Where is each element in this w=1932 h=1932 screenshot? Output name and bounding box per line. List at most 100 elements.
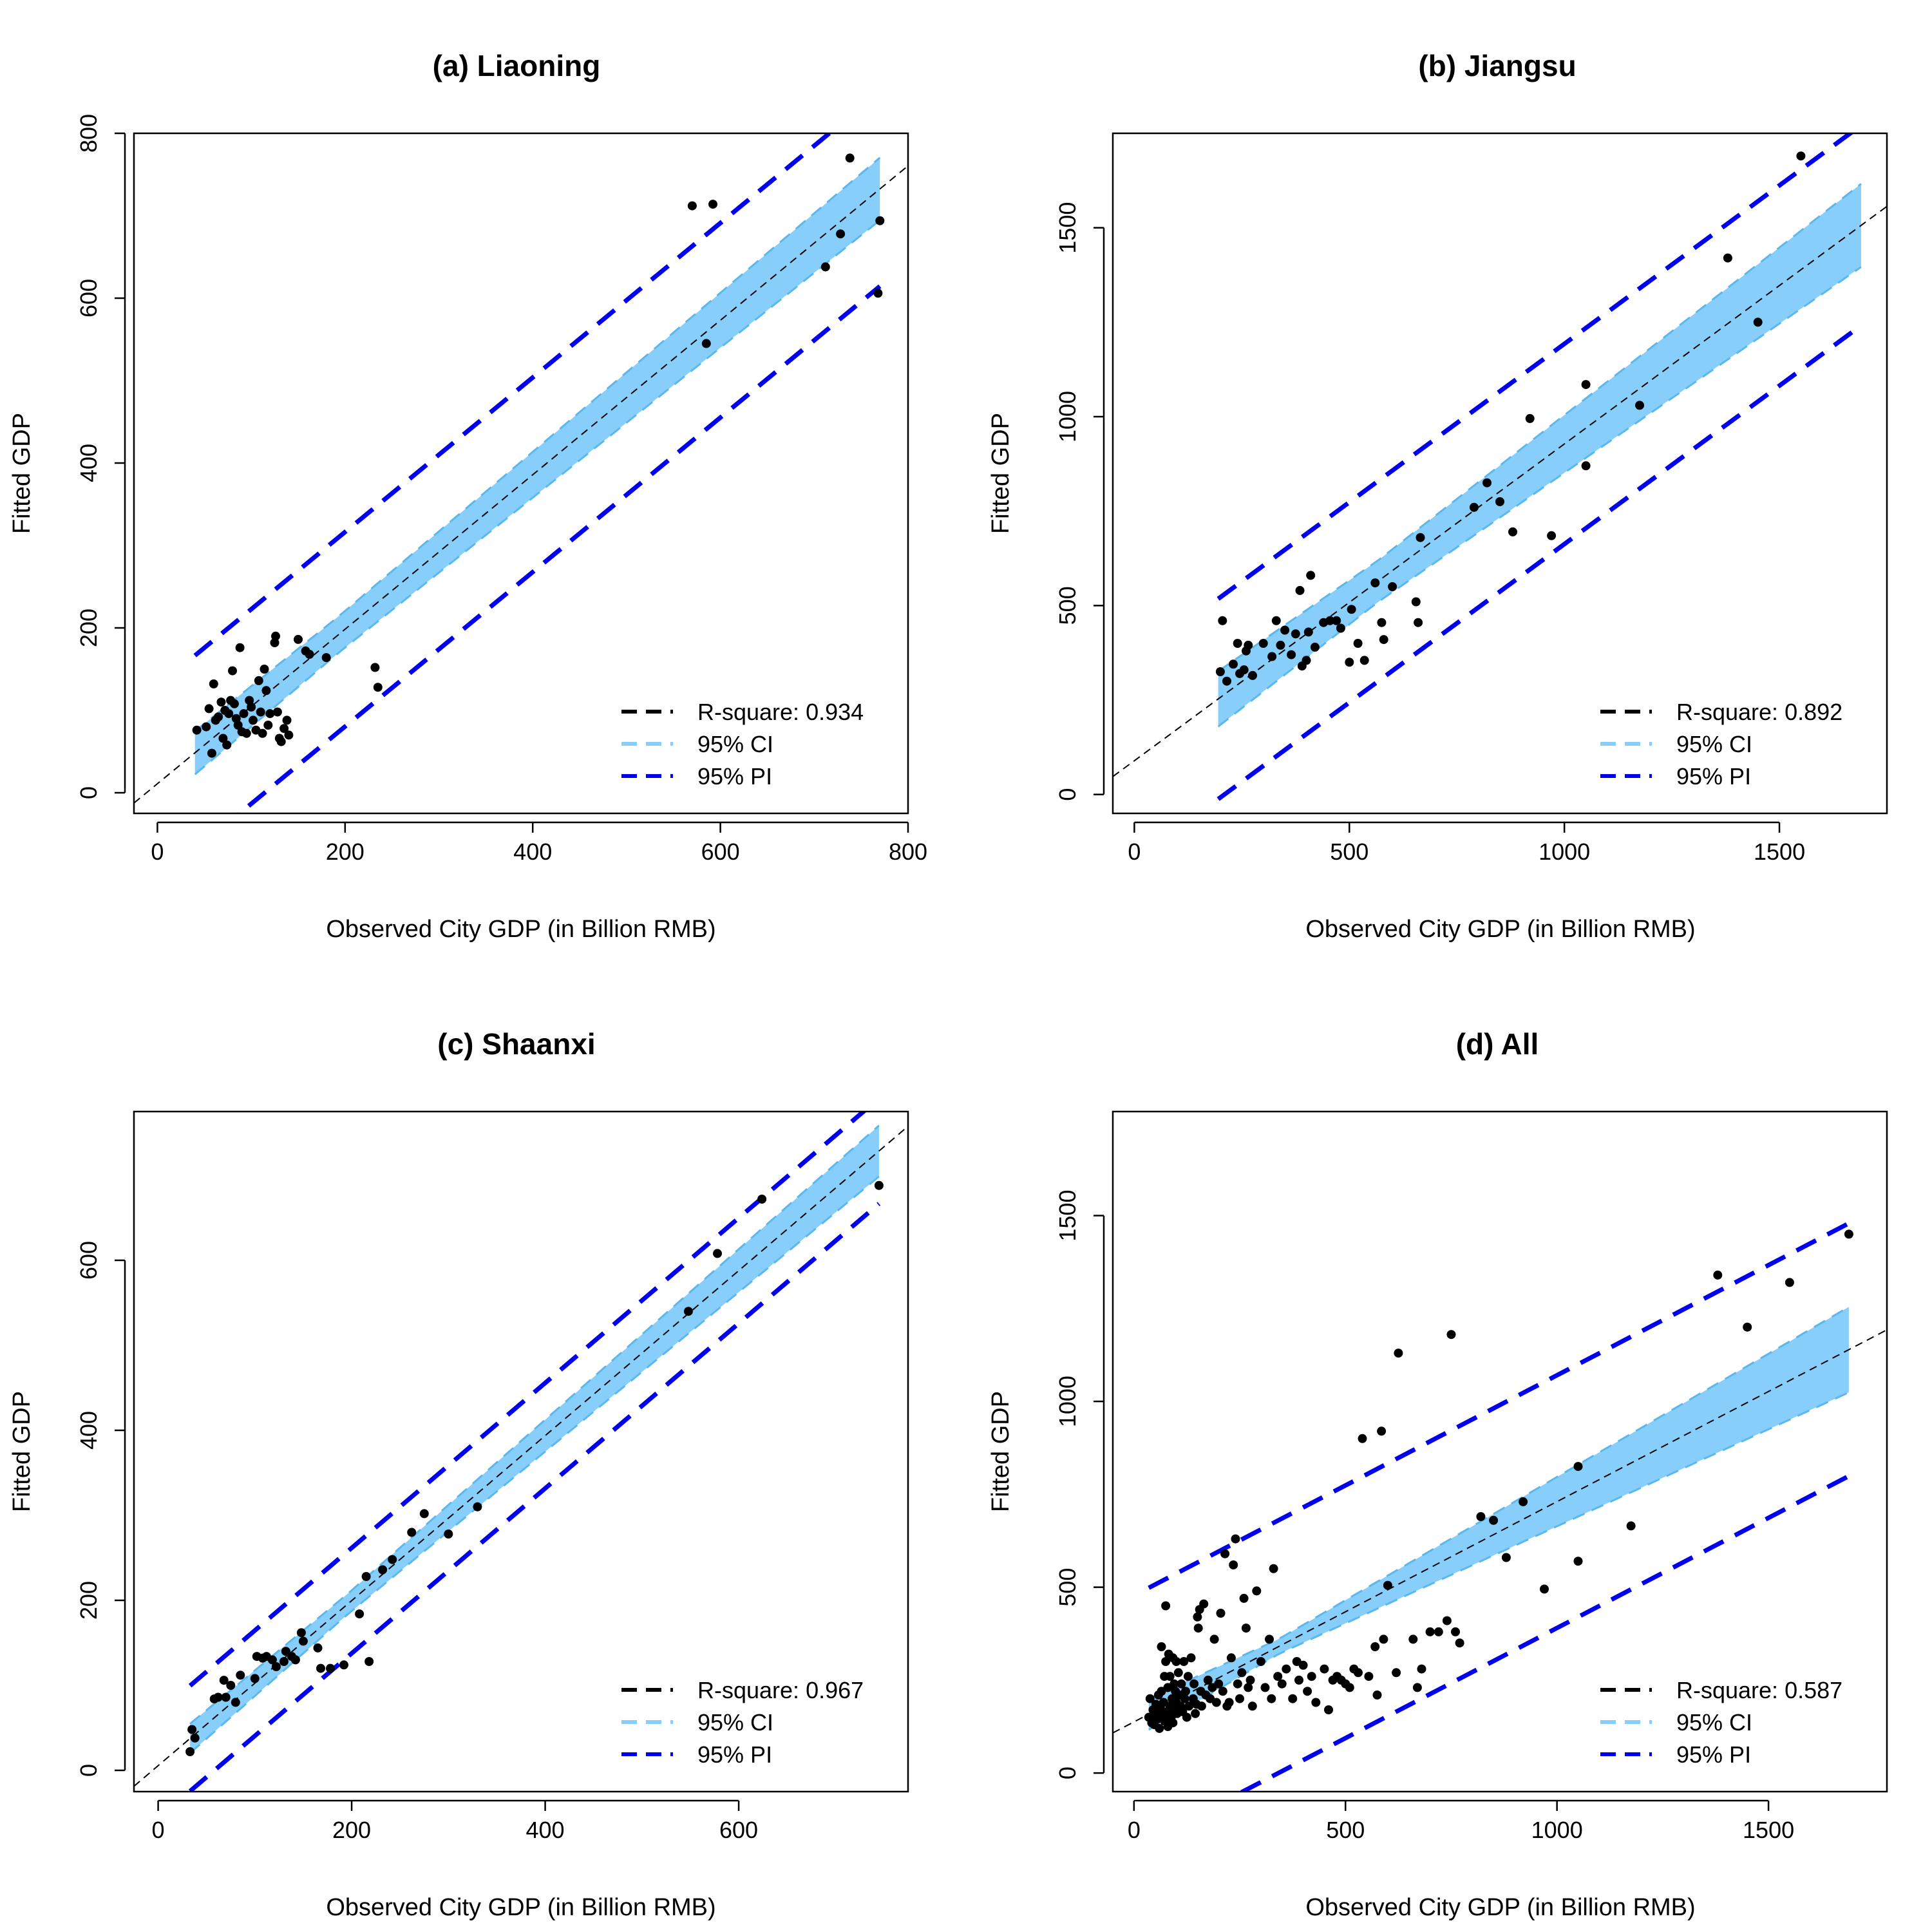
data-point bbox=[1324, 1705, 1333, 1714]
data-point bbox=[214, 712, 223, 722]
data-point bbox=[1161, 1601, 1171, 1611]
data-point bbox=[1170, 1679, 1179, 1689]
legend-pi-label: 95% PI bbox=[1676, 763, 1751, 790]
data-point bbox=[213, 1692, 223, 1702]
data-point bbox=[1489, 1515, 1499, 1525]
data-point bbox=[1218, 616, 1227, 625]
ci-lower-line bbox=[194, 219, 881, 775]
data-point bbox=[233, 721, 243, 730]
data-point bbox=[1785, 1278, 1794, 1287]
data-point bbox=[1237, 1668, 1247, 1678]
data-point bbox=[1626, 1521, 1636, 1531]
data-point bbox=[242, 728, 251, 738]
plot-frame bbox=[1112, 132, 1888, 815]
data-point bbox=[290, 1655, 300, 1665]
data-point bbox=[1181, 1687, 1190, 1696]
data-point bbox=[1171, 1657, 1181, 1666]
data-point bbox=[373, 683, 383, 692]
data-point bbox=[365, 1657, 374, 1666]
x-axis-label: Observed City GDP (in Billion RMB) bbox=[326, 1894, 715, 1921]
legend: R-square: 0.934 95% CI 95% PI bbox=[621, 699, 864, 790]
data-point bbox=[1193, 1624, 1203, 1633]
y-tick-label: 0 bbox=[75, 1764, 102, 1777]
data-point bbox=[235, 643, 245, 652]
data-point bbox=[1372, 1690, 1382, 1700]
data-point bbox=[1379, 635, 1388, 645]
data-point bbox=[875, 216, 885, 225]
y-tick-label: 0 bbox=[1054, 1766, 1081, 1779]
data-point bbox=[1713, 1270, 1723, 1280]
data-point bbox=[1446, 1330, 1456, 1340]
data-point bbox=[1345, 658, 1354, 667]
data-point bbox=[226, 1681, 236, 1690]
data-point bbox=[1298, 1660, 1308, 1670]
data-point bbox=[263, 721, 273, 730]
pi-lower-line bbox=[236, 284, 882, 813]
data-point bbox=[1525, 413, 1535, 423]
legend: R-square: 0.892 95% CI 95% PI bbox=[1600, 699, 1842, 790]
pi-upper-line bbox=[193, 133, 833, 658]
x-tick-label: 500 bbox=[1330, 838, 1368, 865]
data-point bbox=[1412, 1683, 1422, 1692]
data-point bbox=[1271, 616, 1281, 625]
data-point bbox=[1573, 1462, 1583, 1472]
panel-title: (a) Liaoning bbox=[433, 49, 601, 82]
data-point bbox=[224, 709, 234, 719]
data-point bbox=[316, 1663, 325, 1673]
data-point bbox=[683, 1307, 693, 1316]
legend-ci-label: 95% CI bbox=[1676, 1709, 1752, 1736]
data-point bbox=[388, 1555, 397, 1564]
x-tick-label: 1000 bbox=[1539, 838, 1590, 865]
y-axis-label: Fitted GDP bbox=[8, 413, 35, 534]
x-tick-label: 1500 bbox=[1743, 1817, 1794, 1843]
legend: R-square: 0.587 95% CI 95% PI bbox=[1600, 1677, 1842, 1768]
fit-line bbox=[1113, 205, 1887, 777]
legend-r-square: R-square: 0.934 bbox=[697, 699, 864, 725]
data-point bbox=[1260, 1683, 1270, 1692]
legend-r-square: R-square: 0.967 bbox=[697, 1677, 864, 1703]
ci-lower-line bbox=[1217, 266, 1862, 728]
data-point bbox=[1248, 670, 1257, 680]
data-point bbox=[1469, 502, 1479, 512]
data-point bbox=[1370, 578, 1380, 588]
legend-ci-label: 95% CI bbox=[1676, 731, 1752, 757]
data-point bbox=[1276, 640, 1285, 650]
data-point bbox=[271, 631, 280, 641]
x-tick-label: 0 bbox=[1128, 838, 1141, 865]
y-tick-label: 0 bbox=[75, 786, 102, 799]
legend-r-square: R-square: 0.892 bbox=[1676, 699, 1842, 725]
y-tick-label: 500 bbox=[1054, 586, 1081, 625]
y-tick-label: 200 bbox=[75, 609, 102, 647]
data-point bbox=[1581, 380, 1591, 390]
y-axis-label: Fitted GDP bbox=[987, 1391, 1014, 1512]
panel-title: (b) Jiangsu bbox=[1418, 49, 1576, 82]
pi-upper-line bbox=[1148, 1221, 1850, 1590]
data-point bbox=[1239, 665, 1249, 675]
legend-r-square: R-square: 0.587 bbox=[1676, 1677, 1842, 1703]
data-point bbox=[219, 1676, 229, 1685]
data-point bbox=[713, 1249, 722, 1258]
data-point bbox=[1277, 1679, 1287, 1689]
data-point bbox=[1302, 656, 1311, 665]
y-axis-label: Fitted GDP bbox=[8, 1391, 35, 1512]
data-point bbox=[265, 709, 275, 719]
x-tick-label: 1000 bbox=[1531, 1817, 1583, 1843]
ci-upper-line bbox=[194, 156, 881, 732]
data-point bbox=[231, 1698, 240, 1707]
ci-band bbox=[194, 157, 880, 775]
data-point bbox=[202, 722, 211, 732]
pi-lower-line bbox=[1238, 1473, 1850, 1792]
data-point bbox=[192, 725, 202, 735]
data-point bbox=[1229, 1560, 1238, 1569]
data-point bbox=[1417, 1664, 1426, 1674]
legend-ci-label: 95% CI bbox=[697, 1709, 773, 1736]
data-point bbox=[281, 1647, 290, 1656]
data-point bbox=[276, 737, 286, 746]
data-point bbox=[218, 734, 228, 743]
data-point bbox=[378, 1565, 388, 1575]
data-point bbox=[1353, 639, 1363, 648]
data-point bbox=[1267, 652, 1277, 661]
x-tick-label: 200 bbox=[332, 1817, 371, 1843]
x-tick-label: 0 bbox=[151, 838, 164, 865]
